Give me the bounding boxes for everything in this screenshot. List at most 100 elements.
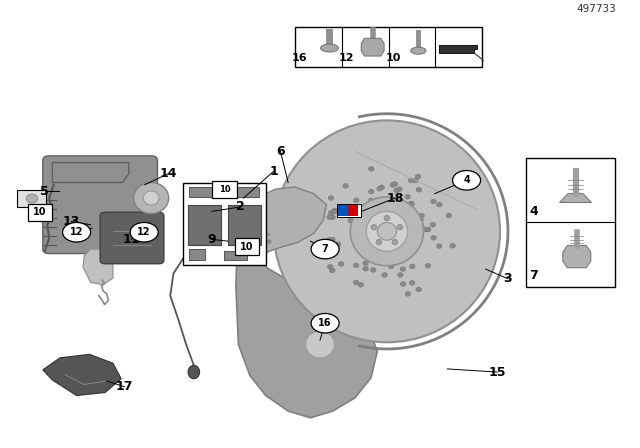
Text: 12: 12 — [339, 53, 355, 63]
Text: 12: 12 — [138, 227, 151, 237]
Ellipse shape — [436, 202, 442, 207]
Ellipse shape — [376, 239, 382, 245]
Ellipse shape — [400, 252, 406, 257]
Circle shape — [63, 223, 91, 242]
Ellipse shape — [224, 237, 232, 245]
Ellipse shape — [405, 292, 411, 296]
Ellipse shape — [348, 210, 353, 215]
Text: 10: 10 — [386, 53, 401, 63]
Text: 18: 18 — [387, 192, 404, 205]
Text: 7: 7 — [529, 269, 538, 282]
Bar — [526, 158, 615, 287]
Ellipse shape — [400, 267, 406, 271]
Ellipse shape — [350, 197, 424, 266]
Ellipse shape — [274, 121, 500, 342]
Ellipse shape — [368, 198, 374, 203]
Ellipse shape — [363, 261, 369, 266]
Ellipse shape — [353, 198, 359, 202]
Ellipse shape — [408, 178, 414, 183]
Ellipse shape — [392, 239, 397, 245]
Ellipse shape — [417, 230, 422, 235]
Ellipse shape — [377, 186, 383, 191]
Ellipse shape — [409, 280, 415, 285]
Text: 10: 10 — [240, 242, 253, 252]
Ellipse shape — [404, 238, 410, 243]
Ellipse shape — [418, 217, 424, 222]
Text: 10: 10 — [33, 207, 46, 217]
Ellipse shape — [408, 202, 414, 207]
Ellipse shape — [431, 199, 436, 204]
Text: 4: 4 — [463, 175, 470, 185]
Ellipse shape — [353, 263, 359, 268]
Text: 12: 12 — [70, 227, 83, 237]
Polygon shape — [225, 251, 246, 260]
Ellipse shape — [353, 280, 359, 285]
Polygon shape — [559, 194, 591, 202]
Bar — [339, 205, 348, 216]
Ellipse shape — [353, 244, 359, 249]
Ellipse shape — [410, 264, 415, 269]
Ellipse shape — [411, 47, 426, 54]
Ellipse shape — [357, 237, 363, 242]
Ellipse shape — [450, 243, 456, 248]
Ellipse shape — [369, 251, 375, 256]
Circle shape — [311, 239, 339, 259]
Polygon shape — [244, 187, 326, 254]
Polygon shape — [189, 187, 259, 197]
Ellipse shape — [335, 241, 341, 246]
Ellipse shape — [321, 44, 339, 52]
Bar — [17, 190, 46, 207]
Ellipse shape — [366, 211, 408, 251]
Ellipse shape — [388, 264, 394, 269]
Ellipse shape — [327, 237, 333, 242]
Ellipse shape — [358, 282, 364, 287]
Ellipse shape — [369, 166, 374, 171]
Ellipse shape — [446, 213, 452, 218]
Ellipse shape — [143, 191, 159, 205]
Ellipse shape — [394, 188, 399, 193]
Ellipse shape — [405, 194, 410, 199]
Ellipse shape — [384, 215, 390, 221]
Ellipse shape — [369, 189, 374, 194]
Ellipse shape — [410, 245, 415, 250]
Ellipse shape — [431, 235, 436, 240]
Ellipse shape — [392, 250, 398, 254]
Text: 3: 3 — [504, 272, 512, 285]
Ellipse shape — [397, 224, 403, 230]
Ellipse shape — [425, 263, 431, 268]
Ellipse shape — [416, 187, 422, 192]
Ellipse shape — [413, 178, 419, 183]
Ellipse shape — [398, 246, 403, 251]
Circle shape — [130, 223, 158, 242]
Ellipse shape — [400, 281, 406, 286]
Text: 11: 11 — [123, 233, 140, 246]
Bar — [228, 205, 260, 245]
Ellipse shape — [425, 227, 431, 232]
Ellipse shape — [363, 266, 369, 271]
FancyBboxPatch shape — [100, 212, 164, 264]
Ellipse shape — [371, 267, 376, 272]
Text: 5: 5 — [40, 185, 49, 198]
Circle shape — [452, 171, 481, 190]
Ellipse shape — [343, 184, 348, 188]
Ellipse shape — [328, 264, 333, 269]
Bar — [348, 205, 358, 216]
Polygon shape — [189, 249, 205, 260]
Circle shape — [311, 314, 339, 333]
Bar — [28, 204, 52, 221]
Ellipse shape — [367, 213, 372, 218]
Ellipse shape — [325, 241, 331, 246]
Ellipse shape — [371, 224, 377, 230]
Text: 15: 15 — [488, 366, 506, 379]
Bar — [294, 27, 483, 67]
Text: 16: 16 — [318, 318, 332, 328]
Ellipse shape — [330, 237, 335, 242]
Ellipse shape — [328, 195, 334, 200]
Ellipse shape — [134, 182, 169, 214]
Ellipse shape — [430, 222, 436, 227]
Text: 7: 7 — [322, 244, 328, 254]
Ellipse shape — [348, 218, 353, 223]
Ellipse shape — [407, 243, 413, 248]
Polygon shape — [236, 242, 378, 418]
Ellipse shape — [399, 251, 404, 256]
